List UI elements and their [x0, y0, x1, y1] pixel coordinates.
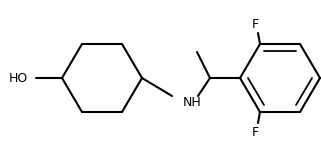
- Text: F: F: [251, 18, 258, 31]
- Text: NH: NH: [183, 97, 202, 109]
- Text: F: F: [251, 126, 258, 139]
- Text: HO: HO: [9, 71, 28, 84]
